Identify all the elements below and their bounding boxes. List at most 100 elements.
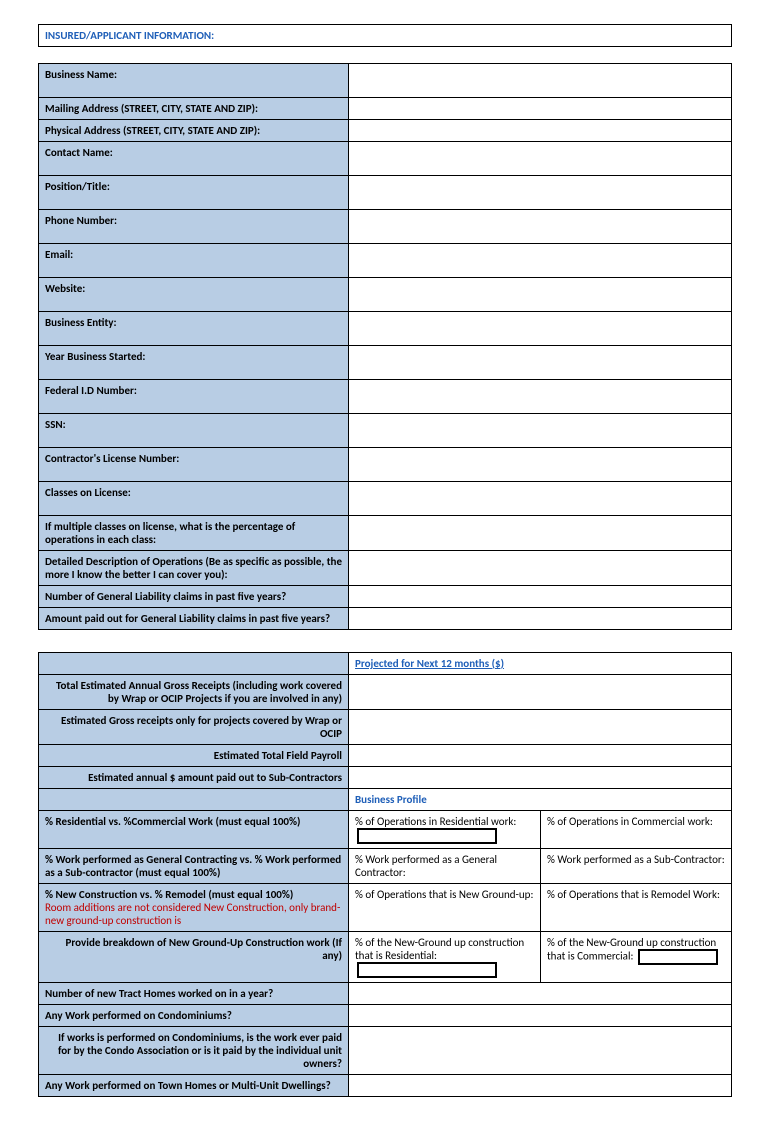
- field-value[interactable]: [349, 312, 732, 346]
- field-label: Contractor's License Number:: [39, 448, 349, 482]
- bp-row-townhomes: Any Work performed on Town Homes or Mult…: [39, 1075, 732, 1097]
- field-label: Classes on License:: [39, 482, 349, 516]
- field-value[interactable]: [349, 608, 732, 630]
- field-label: Estimated Total Field Payroll: [39, 745, 349, 767]
- bp-row6-label: Any Work performed on Condominiums?: [39, 1005, 349, 1027]
- bp-row-condo-paid: If works is performed on Condominiums, i…: [39, 1027, 732, 1075]
- field-label: Website:: [39, 278, 349, 312]
- table-row: Business Entity:: [39, 312, 732, 346]
- table-row: Estimated Total Field Payroll: [39, 745, 732, 767]
- field-value[interactable]: [349, 346, 732, 380]
- field-value[interactable]: [349, 142, 732, 176]
- bp-row3-c2: % of Operations that is Remodel Work:: [541, 884, 732, 932]
- table-row: Physical Address (STREET, CITY, STATE AN…: [39, 120, 732, 142]
- table-row: Phone Number:: [39, 210, 732, 244]
- bp-row4-input-box-1[interactable]: [357, 962, 497, 978]
- field-value[interactable]: [349, 210, 732, 244]
- bp-row-condos: Any Work performed on Condominiums?: [39, 1005, 732, 1027]
- bp-row2-c2: % Work performed as a Sub-Contractor:: [541, 849, 732, 884]
- bp-row4-label: Provide breakdown of New Ground-Up Const…: [39, 932, 349, 983]
- table-row: Email:: [39, 244, 732, 278]
- field-label: Business Entity:: [39, 312, 349, 346]
- field-value[interactable]: [349, 516, 732, 551]
- field-value[interactable]: [349, 98, 732, 120]
- bp-row-groundup-breakdown: Provide breakdown of New Ground-Up Const…: [39, 932, 732, 983]
- table-row: Classes on License:: [39, 482, 732, 516]
- field-label: Position/Title:: [39, 176, 349, 210]
- business-profile-header: Business Profile: [349, 789, 732, 811]
- field-value[interactable]: [349, 767, 732, 789]
- field-label: Amount paid out for General Liability cl…: [39, 608, 349, 630]
- table-row: Estimated Gross receipts only for projec…: [39, 710, 732, 745]
- bp-row-tract-homes: Number of new Tract Homes worked on in a…: [39, 983, 732, 1005]
- field-label: Mailing Address (STREET, CITY, STATE AND…: [39, 98, 349, 120]
- table-row: Detailed Description of Operations (Be a…: [39, 551, 732, 586]
- bp-row2-label: % Work performed as General Contracting …: [39, 849, 349, 884]
- field-value[interactable]: [349, 64, 732, 98]
- bp-row1-c2: % of Operations in Commercial work:: [541, 811, 732, 849]
- field-label: Contact Name:: [39, 142, 349, 176]
- section-header-insured: INSURED/APPLICANT INFORMATION:: [38, 24, 732, 47]
- projected-table: Projected for Next 12 months ($) Total E…: [38, 652, 732, 1097]
- bp-row7-value[interactable]: [349, 1027, 732, 1075]
- bp-row4-c1: % of the New-Ground up construction that…: [349, 932, 541, 983]
- bp-row-residential-commercial: % Residential vs. %Commercial Work (must…: [39, 811, 732, 849]
- field-value[interactable]: [349, 745, 732, 767]
- bp-row-new-remodel: % New Construction vs. % Remodel (must e…: [39, 884, 732, 932]
- bp-row5-label: Number of new Tract Homes worked on in a…: [39, 983, 349, 1005]
- field-value[interactable]: [349, 675, 732, 710]
- bp-row8-value[interactable]: [349, 1075, 732, 1097]
- table-row: Estimated annual $ amount paid out to Su…: [39, 767, 732, 789]
- bp-row3-note: Room additions are not considered New Co…: [45, 901, 340, 927]
- field-label: Estimated annual $ amount paid out to Su…: [39, 767, 349, 789]
- field-value[interactable]: [349, 414, 732, 448]
- bp-row4-input-box-2[interactable]: [638, 949, 718, 965]
- field-value[interactable]: [349, 120, 732, 142]
- field-label: Detailed Description of Operations (Be a…: [39, 551, 349, 586]
- field-label: Year Business Started:: [39, 346, 349, 380]
- bp-row1-input-box[interactable]: [357, 828, 497, 844]
- business-profile-label-cell: [39, 789, 349, 811]
- field-value[interactable]: [349, 278, 732, 312]
- field-label: Number of General Liability claims in pa…: [39, 586, 349, 608]
- field-value[interactable]: [349, 448, 732, 482]
- field-value[interactable]: [349, 244, 732, 278]
- bp-row1-c1: % of Operations in Residential work:: [349, 811, 541, 849]
- table-row: Total Estimated Annual Gross Receipts (i…: [39, 675, 732, 710]
- bp-row3-label: % New Construction vs. % Remodel (must e…: [39, 884, 349, 932]
- field-label: Business Name:: [39, 64, 349, 98]
- table-row: Contact Name:: [39, 142, 732, 176]
- field-value[interactable]: [349, 586, 732, 608]
- projected-header: Projected for Next 12 months ($): [349, 653, 732, 675]
- table-row: Website:: [39, 278, 732, 312]
- field-value[interactable]: [349, 380, 732, 414]
- bp-row3-c1: % of Operations that is New Ground-up:: [349, 884, 541, 932]
- table-row: Federal I.D Number:: [39, 380, 732, 414]
- field-value[interactable]: [349, 482, 732, 516]
- bp-row8-label: Any Work performed on Town Homes or Mult…: [39, 1075, 349, 1097]
- table-row: Business Name:: [39, 64, 732, 98]
- bp-row5-value[interactable]: [349, 983, 732, 1005]
- field-label: SSN:: [39, 414, 349, 448]
- table-row: Mailing Address (STREET, CITY, STATE AND…: [39, 98, 732, 120]
- bp-row7-label: If works is performed on Condominiums, i…: [39, 1027, 349, 1075]
- field-value[interactable]: [349, 551, 732, 586]
- table-row: Amount paid out for General Liability cl…: [39, 608, 732, 630]
- table-row: SSN:: [39, 414, 732, 448]
- bp-row6-value[interactable]: [349, 1005, 732, 1027]
- field-value[interactable]: [349, 176, 732, 210]
- field-label: Phone Number:: [39, 210, 349, 244]
- table-row: Position/Title:: [39, 176, 732, 210]
- field-label: Email:: [39, 244, 349, 278]
- bp-row4-c2: % of the New-Ground up construction that…: [541, 932, 732, 983]
- bp-row2-c1: % Work performed as a General Contractor…: [349, 849, 541, 884]
- applicant-info-table: Business Name:Mailing Address (STREET, C…: [38, 63, 732, 630]
- field-label: Total Estimated Annual Gross Receipts (i…: [39, 675, 349, 710]
- field-value[interactable]: [349, 710, 732, 745]
- field-label: Estimated Gross receipts only for projec…: [39, 710, 349, 745]
- field-label: Physical Address (STREET, CITY, STATE AN…: [39, 120, 349, 142]
- projected-header-label-cell: [39, 653, 349, 675]
- bp-row1-label: % Residential vs. %Commercial Work (must…: [39, 811, 349, 849]
- field-label: If multiple classes on license, what is …: [39, 516, 349, 551]
- field-label: Federal I.D Number:: [39, 380, 349, 414]
